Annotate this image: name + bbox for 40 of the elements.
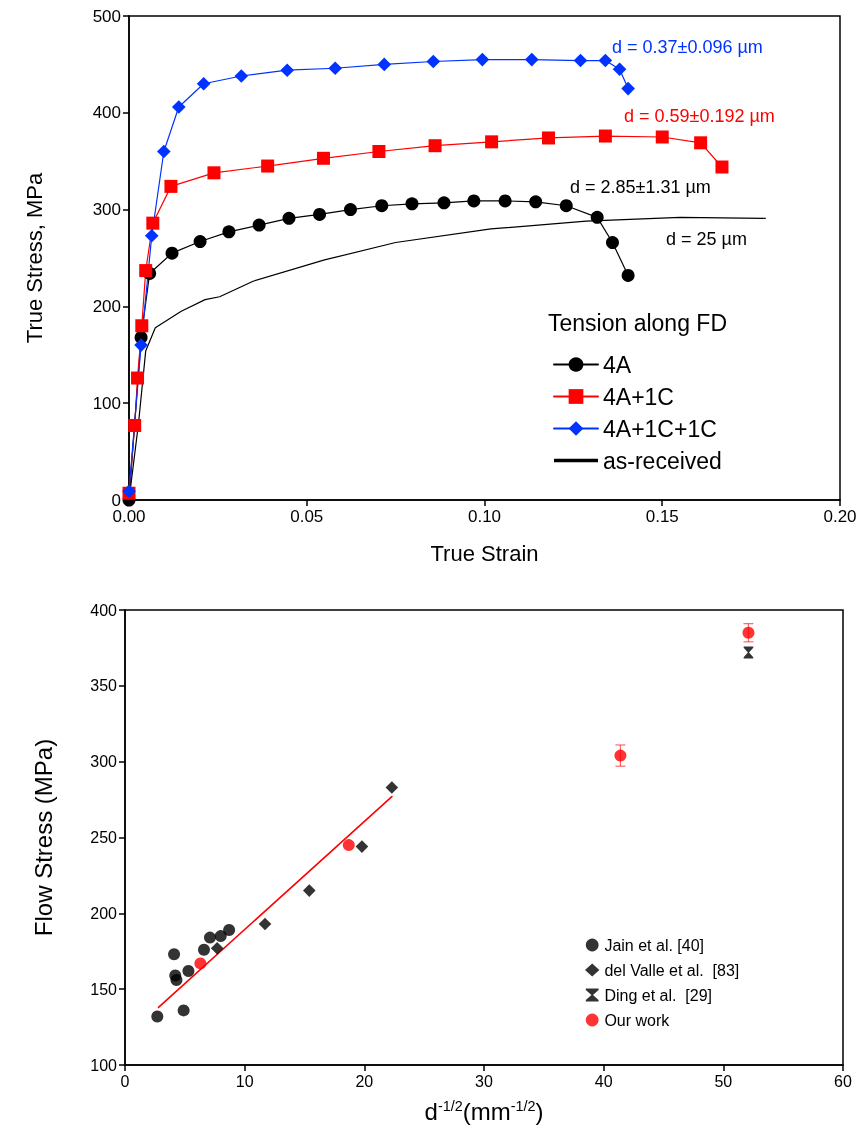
legend-label: 4A+1C+1C xyxy=(603,415,717,442)
y-tick-label: 0 xyxy=(111,490,121,510)
y-tick-label: 350 xyxy=(90,677,118,695)
y-tick-label: 250 xyxy=(90,829,118,846)
x-axis-title: True Strain xyxy=(430,540,539,566)
x-tick-label: 30 xyxy=(475,1072,493,1090)
x-tick-label: 0.10 xyxy=(467,507,502,526)
y-tick-label: 500 xyxy=(92,6,121,26)
y-tick-label: 200 xyxy=(92,296,121,316)
x-tick-label: 0.00 xyxy=(112,507,146,526)
legend-label: 4A xyxy=(603,351,632,378)
y-tick-label: 150 xyxy=(90,980,118,998)
y-tick-label: 300 xyxy=(90,753,118,771)
x-tick-label: 10 xyxy=(235,1072,254,1090)
x-tick-label: 0.05 xyxy=(290,507,324,526)
x-tick-label: 0.15 xyxy=(645,507,679,526)
annotation: d = 0.59±0.192 µm xyxy=(624,106,775,126)
y-tick-label: 200 xyxy=(90,904,118,922)
legend-label: 4A+1C xyxy=(603,383,674,410)
legend-label: as-received xyxy=(603,447,722,474)
y-axis-title: True Stress, MPa xyxy=(21,172,47,344)
y-axis-title: Flow Stress (MPa) xyxy=(29,738,57,937)
y-tick-label: 100 xyxy=(90,1056,118,1074)
y-tick-label: 400 xyxy=(92,103,121,123)
x-tick-label: 50 xyxy=(714,1072,733,1090)
legend-label: Ding et al. [29] xyxy=(604,986,713,1004)
y-tick-label: 400 xyxy=(90,601,118,619)
annotation: d = 0.37±0.096 µm xyxy=(612,37,763,57)
legend-label: Jain et al. [40] xyxy=(604,936,705,954)
annotation: d = 2.85±1.31 µm xyxy=(570,177,711,197)
x-tick-label: 20 xyxy=(355,1072,374,1090)
legend-label: del Valle et al. [83] xyxy=(604,961,740,979)
annotation: d = 25 µm xyxy=(666,229,747,249)
x-tick-label: 40 xyxy=(594,1072,613,1090)
y-tick-label: 100 xyxy=(92,393,121,413)
x-tick-label: 60 xyxy=(834,1072,852,1090)
legend-title: Tension along FD xyxy=(548,309,727,336)
y-tick-label: 300 xyxy=(92,200,121,220)
legend-label: Our work xyxy=(604,1011,671,1029)
x-tick-label: 0.20 xyxy=(823,507,857,526)
